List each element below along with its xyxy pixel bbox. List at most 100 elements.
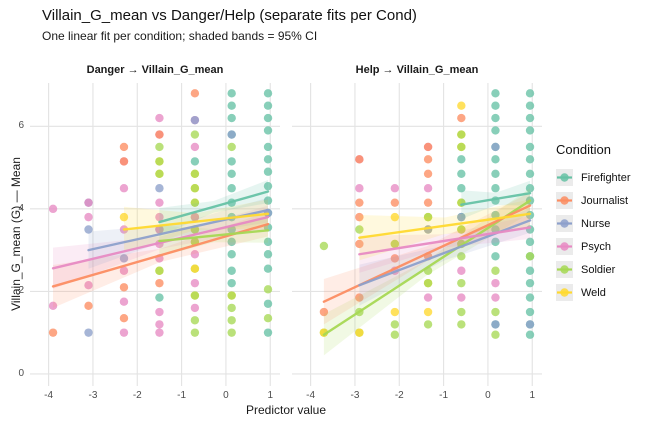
scatter-point-psych — [155, 225, 164, 234]
scatter-point-journalist — [190, 89, 200, 98]
scatter-point-nurse — [119, 254, 129, 263]
scatter-point-soldier — [457, 320, 466, 329]
fit-line-firefighter — [460, 191, 532, 206]
scatter-point-soldier — [457, 252, 466, 261]
scatter-point-firefighter — [525, 184, 535, 193]
scatter-point-soldier — [491, 330, 500, 339]
scatter-point-firefighter — [525, 278, 535, 288]
scatter-point-firefighter — [263, 328, 273, 337]
scatter-point-firefighter — [227, 250, 236, 259]
scatter-point-weld — [190, 264, 200, 273]
x-tick-label: -3 — [88, 390, 97, 401]
scatter-point-psych — [155, 307, 164, 317]
fit-line-firefighter — [158, 190, 270, 224]
facet-panel-help: -4 -3 -2 -1 0 1 — [292, 83, 542, 410]
scatter-point-firefighter — [457, 155, 466, 164]
facet-plot-area: -4 -3 -2 -1 0 1 — [292, 83, 542, 401]
scatter-point-soldier — [227, 316, 236, 325]
scatter-point-firefighter — [525, 126, 535, 135]
legend-key-swatch — [556, 215, 573, 232]
scatter-point-psych — [155, 212, 164, 222]
legend: Condition Firefighter Journalist Nurse Psyc… — [556, 142, 668, 304]
scatter-point-soldier — [457, 307, 466, 317]
x-tick-label: 0 — [485, 390, 491, 401]
scatter-point-soldier — [190, 316, 200, 325]
scatter-point-soldier — [457, 225, 466, 234]
scatter-point-firefighter — [491, 184, 500, 193]
y-tick-label: 0 — [18, 367, 24, 379]
scatter-point-firefighter — [457, 169, 466, 178]
facet-strip-danger: Danger → Villain_G_mean — [86, 64, 224, 76]
y-tick-label: 4 — [18, 202, 24, 214]
scatter-point-firefighter — [263, 113, 273, 123]
scatter-point-firefighter — [227, 266, 236, 275]
fit-line-psych — [358, 226, 532, 256]
scatter-point-firefighter — [525, 142, 535, 152]
scatter-point-firefighter — [491, 237, 500, 247]
legend-item-label: Firefighter — [581, 171, 631, 184]
scatter-point-firefighter — [227, 157, 236, 166]
scatter-point-journalist — [423, 169, 433, 178]
scatter-point-journalist — [423, 155, 433, 164]
scatter-point-psych — [155, 113, 164, 123]
legend-point-glyph — [560, 219, 569, 228]
x-tick-label: 0 — [223, 390, 229, 401]
scatter-point-firefighter — [525, 293, 535, 302]
scatter-point-nurse — [84, 225, 93, 234]
x-tick-label: 1 — [267, 390, 273, 401]
scatter-point-firefighter — [525, 113, 535, 123]
legend-point-glyph — [560, 288, 569, 297]
scatter-point-psych — [155, 328, 164, 337]
scatter-point-psych — [48, 204, 58, 214]
scatter-point-firefighter — [227, 113, 236, 123]
scatter-point-firefighter — [263, 126, 273, 135]
scatter-point-psych — [84, 212, 93, 222]
scatter-point-psych — [119, 184, 129, 193]
scatter-point-firefighter — [263, 299, 273, 308]
scatter-point-nurse — [227, 130, 236, 139]
scatter-point-soldier — [491, 307, 500, 317]
scatter-point-soldier — [190, 184, 200, 193]
scatter-point-psych — [355, 184, 364, 193]
scatter-point-firefighter — [525, 266, 535, 275]
scatter-point-weld — [423, 307, 433, 317]
scatter-point-firefighter — [491, 210, 500, 220]
scatter-point-journalist — [355, 212, 364, 222]
scatter-point-journalist — [119, 157, 129, 166]
x-tick-label: -4 — [306, 390, 315, 401]
scatter-point-journalist — [457, 113, 466, 123]
scatter-point-weld — [119, 212, 129, 222]
scatter-point-psych — [190, 278, 200, 288]
x-tick-label: -1 — [439, 390, 448, 401]
scatter-point-weld — [355, 328, 364, 337]
scatter-point-psych — [84, 198, 93, 207]
scatter-point-firefighter — [227, 278, 236, 288]
scatter-point-firefighter — [491, 252, 500, 261]
scatter-point-soldier — [190, 130, 200, 139]
x-tick-label: -2 — [133, 390, 142, 401]
scatter-point-nurse — [491, 142, 500, 152]
legend-point-glyph — [560, 265, 569, 274]
scatter-point-firefighter — [525, 155, 535, 164]
scatter-point-soldier — [155, 142, 164, 152]
scatter-point-soldier — [457, 142, 466, 152]
scatter-point-firefighter — [491, 113, 500, 123]
scatter-point-firefighter — [263, 142, 273, 152]
scatter-point-soldier — [227, 291, 236, 300]
scatter-point-soldier — [155, 169, 164, 178]
x-tick-label: -2 — [395, 390, 404, 401]
scatter-point-soldier — [423, 278, 433, 288]
scatter-point-soldier — [390, 330, 400, 339]
y-tick-label: 2 — [18, 285, 24, 297]
scatter-point-firefighter — [457, 184, 466, 193]
legend-item-label: Soldier — [581, 263, 616, 276]
fit-line-psych — [51, 215, 270, 270]
legend-point-glyph — [560, 196, 569, 205]
x-tick-label: -4 — [44, 390, 53, 401]
scatter-point-journalist — [119, 314, 129, 323]
scatter-point-weld — [390, 212, 400, 222]
fit-line-soldier — [158, 229, 270, 243]
scatter-point-psych — [457, 266, 466, 275]
legend-item-label: Psych — [581, 240, 611, 253]
scatter-point-journalist — [390, 198, 400, 207]
